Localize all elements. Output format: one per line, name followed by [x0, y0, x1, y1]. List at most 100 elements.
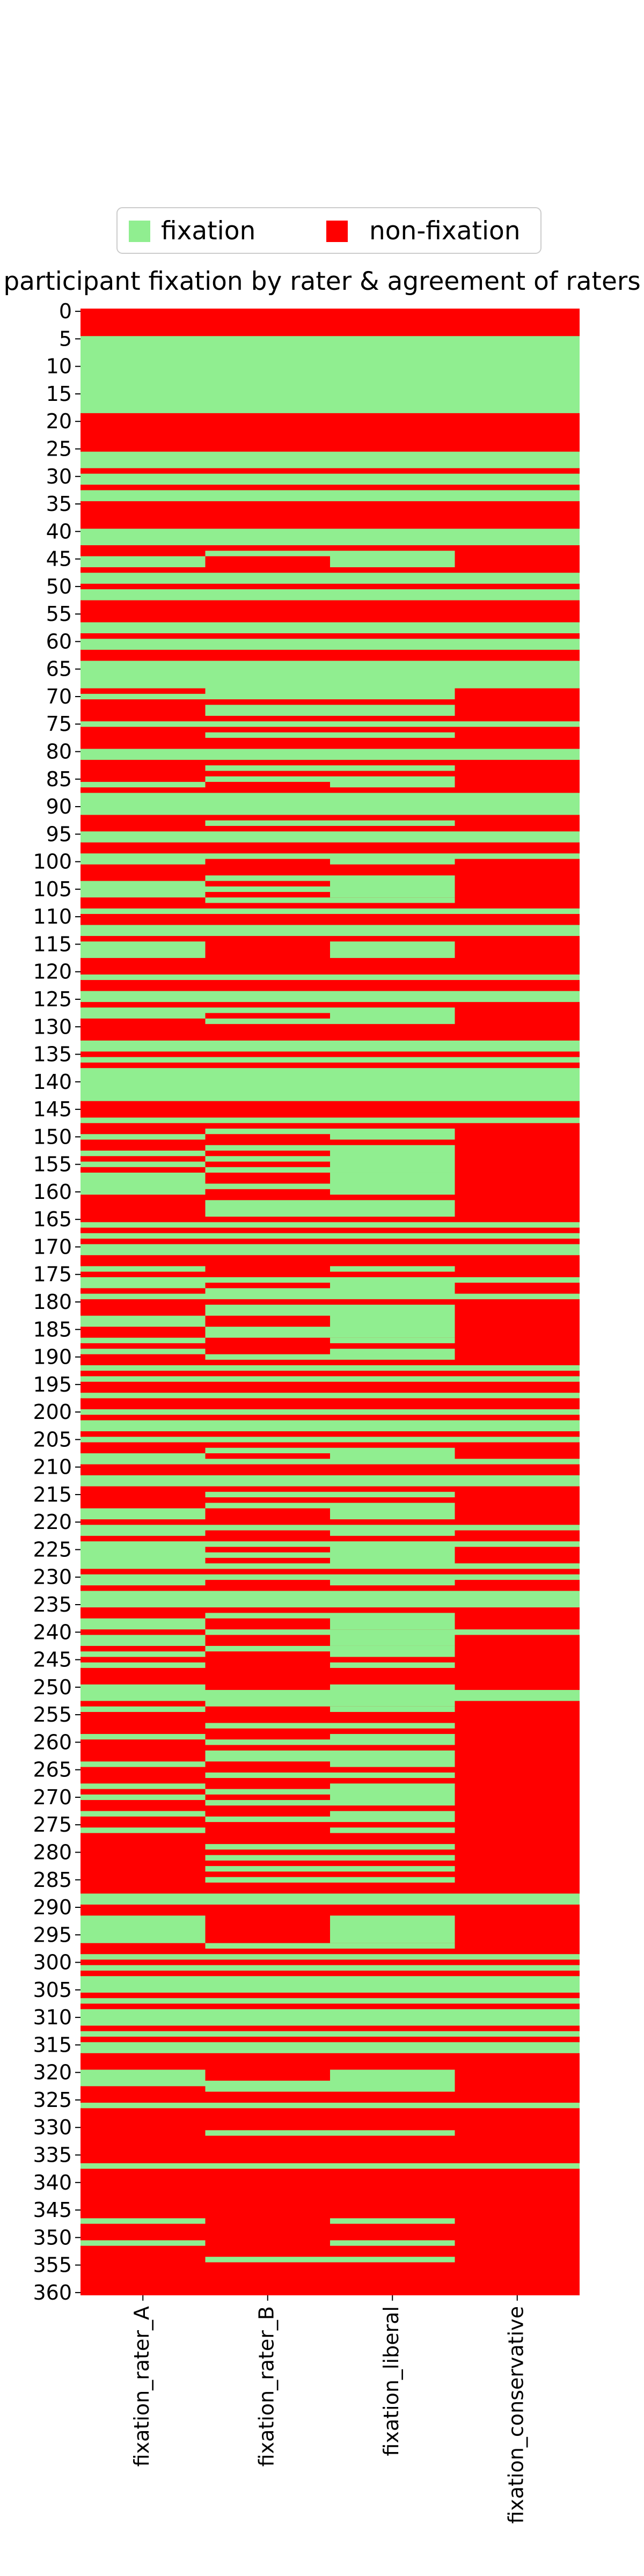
heatmap-cell-fixation: [455, 1459, 580, 1465]
heatmap-cell-fixation: [455, 2009, 580, 2026]
y-tick-label: 245: [33, 1648, 72, 1672]
heatmap-cell-fixation: [455, 793, 580, 815]
heatmap-cell-fixation: [205, 1954, 330, 1960]
heatmap-cell-fixation: [205, 1057, 330, 1063]
heatmap-cell-fixation: [80, 529, 206, 545]
y-tick-label: 155: [33, 1153, 72, 1176]
heatmap-cell-fixation: [330, 1662, 455, 1668]
heatmap-cell-fixation: [80, 831, 206, 843]
heatmap-cell-fixation: [330, 1365, 455, 1371]
heatmap-cell-fixation: [205, 622, 330, 634]
heatmap-cell-fixation: [80, 2163, 206, 2169]
heatmap-cell-fixation: [330, 1844, 455, 1850]
heatmap-cell-fixation: [330, 820, 455, 826]
heatmap-cell-fixation: [80, 1954, 206, 1960]
heatmap-cell-fixation: [330, 1574, 455, 1586]
heatmap-cell-fixation: [330, 1750, 455, 1767]
y-tick-label: 335: [33, 2143, 72, 2167]
heatmap-cell-fixation: [80, 1057, 206, 1063]
heatmap-cell-fixation: [80, 2009, 206, 2026]
heatmap-cell-fixation: [205, 573, 330, 584]
heatmap-cell-fixation: [205, 1525, 330, 1531]
heatmap-cell-fixation: [330, 2103, 455, 2109]
heatmap-cell-fixation: [80, 1541, 206, 1569]
heatmap-cell-fixation: [330, 793, 455, 815]
heatmap-cell-fixation: [455, 529, 580, 545]
heatmap-cell-fixation: [330, 1491, 455, 1498]
heatmap-cell-fixation: [205, 974, 330, 980]
heatmap-cell-fixation: [455, 1689, 580, 1701]
legend-label-fixation: fixation: [161, 216, 255, 246]
heatmap-cell-fixation: [455, 2103, 580, 2109]
heatmap-cell-fixation: [330, 1811, 455, 1823]
heatmap-cell-fixation: [80, 1976, 206, 1993]
heatmap-cell-fixation: [330, 551, 455, 567]
heatmap-cell-fixation: [205, 925, 330, 936]
heatmap-cell-fixation: [455, 1893, 580, 1905]
heatmap-cell-fixation: [205, 1327, 330, 1338]
heatmap-cell-fixation: [330, 941, 455, 958]
heatmap-cell-fixation: [205, 2257, 330, 2263]
heatmap-cell-fixation: [205, 1167, 330, 1173]
heatmap-cell-fixation: [205, 1437, 330, 1443]
heatmap-cell-fixation: [80, 1117, 206, 1123]
heatmap-cell-fixation: [330, 473, 455, 485]
y-tick-label: 50: [46, 575, 72, 598]
y-tick-label: 240: [33, 1620, 72, 1644]
column-background-fixation_rater_B: [205, 309, 330, 2295]
heatmap-cells: [80, 309, 580, 2295]
heatmap-cell-fixation: [205, 1844, 330, 1850]
y-tick-label: 340: [33, 2171, 72, 2194]
heatmap-cell-fixation: [205, 1393, 330, 1399]
heatmap-cell-fixation: [205, 2081, 330, 2092]
y-tick-label: 285: [33, 1868, 72, 1892]
y-tick-label: 265: [33, 1758, 72, 1782]
y-tick-label: 60: [46, 630, 72, 653]
heatmap-cell-fixation: [205, 1007, 330, 1013]
heatmap-cell-fixation: [205, 793, 330, 815]
heatmap-cell-fixation: [80, 1040, 206, 1052]
heatmap-cell-fixation: [455, 853, 580, 859]
heatmap-cell-fixation: [455, 749, 580, 760]
heatmap-cell-fixation: [205, 991, 330, 1002]
heatmap-cell-fixation: [205, 1629, 330, 1635]
y-tick-label: 205: [33, 1428, 72, 1451]
heatmap-cell-fixation: [330, 1200, 455, 1217]
heatmap-cell-fixation: [80, 1965, 206, 1971]
heatmap-cell-fixation: [330, 1233, 455, 1239]
y-tick-label: 330: [33, 2116, 72, 2139]
heatmap-cell-fixation: [455, 1057, 580, 1063]
heatmap-cell-fixation: [80, 974, 206, 980]
y-tick-label: 150: [33, 1125, 72, 1148]
heatmap-cell-fixation: [330, 573, 455, 584]
y-tick-label: 315: [33, 2033, 72, 2057]
y-tick-label: 260: [33, 1730, 72, 1754]
heatmap-cell-fixation: [205, 1563, 330, 1569]
heatmap-cell-fixation: [80, 693, 206, 700]
y-tick-label: 355: [33, 2253, 72, 2277]
heatmap-cell-fixation: [330, 1128, 455, 1140]
heatmap-cell-fixation: [330, 1591, 455, 1608]
heatmap-cell-fixation: [80, 622, 206, 634]
heatmap-cell-fixation: [330, 925, 455, 936]
heatmap-cell-fixation: [330, 1541, 455, 1569]
heatmap-cell-fixation: [330, 1783, 455, 1806]
y-tick-label: 170: [33, 1235, 72, 1258]
legend-swatch-non-fixation: [326, 221, 348, 242]
heatmap-cell-fixation: [455, 573, 580, 584]
heatmap-cell-fixation: [455, 974, 580, 980]
heatmap-cell-fixation: [205, 776, 330, 782]
heatmap-cell-fixation: [205, 875, 330, 881]
heatmap-cell-fixation: [330, 1222, 455, 1228]
y-tick-label: 115: [33, 932, 72, 956]
heatmap-cell-fixation: [80, 1706, 206, 1712]
y-tick-label: 225: [33, 1538, 72, 1561]
heatmap-cell-fixation: [205, 1877, 330, 1883]
y-tick-label: 25: [46, 437, 72, 460]
heatmap-cell-fixation: [455, 473, 580, 485]
heatmap-cell-fixation: [330, 2031, 455, 2037]
heatmap-cell-fixation: [80, 1393, 206, 1399]
y-tick-label: 185: [33, 1318, 72, 1341]
heatmap-cell-fixation: [330, 2042, 455, 2053]
y-tick-label: 345: [33, 2198, 72, 2222]
